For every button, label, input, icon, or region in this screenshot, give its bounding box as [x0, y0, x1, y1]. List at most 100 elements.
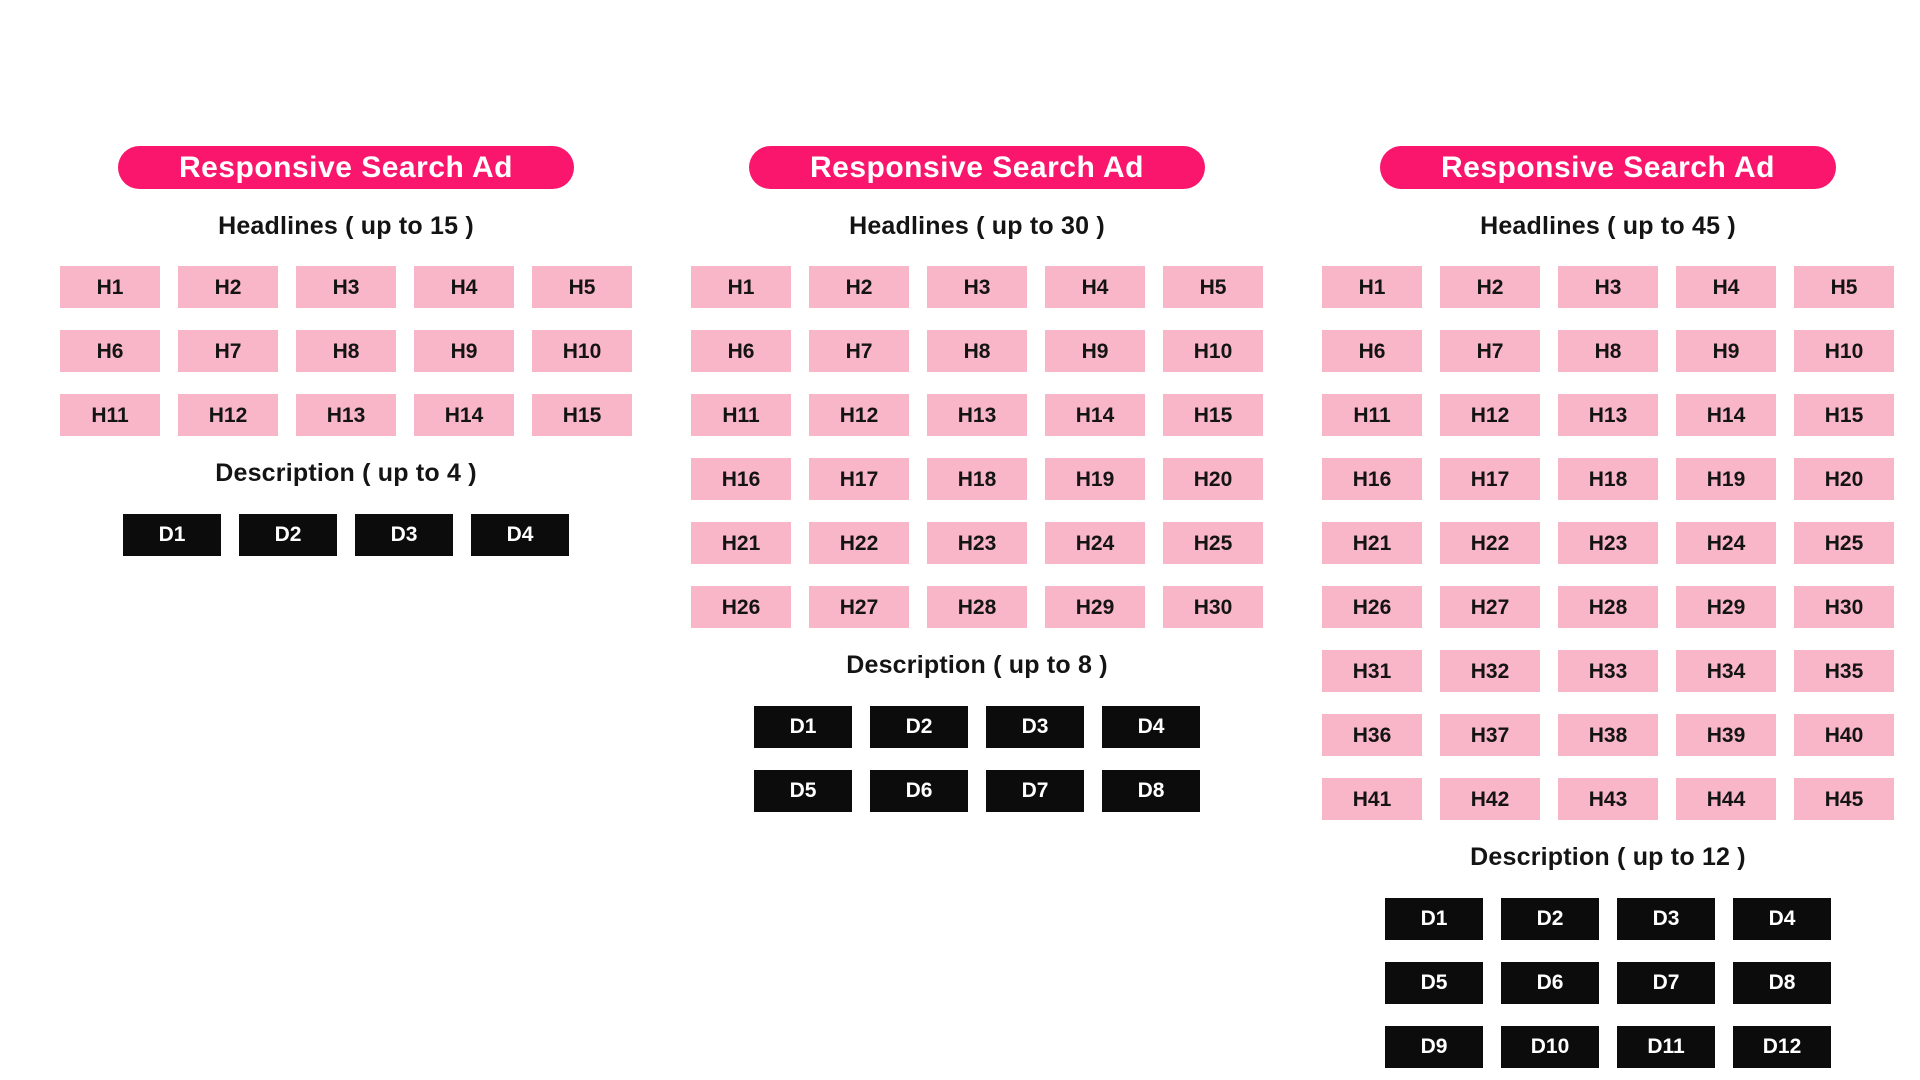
headline-box-h10: H10 — [532, 330, 632, 373]
headline-box-h19: H19 — [1045, 458, 1145, 501]
headline-box-h41: H41 — [1322, 778, 1422, 821]
headline-box-h5: H5 — [1163, 266, 1263, 309]
headline-box-h23: H23 — [927, 522, 1027, 565]
headline-box-h2: H2 — [178, 266, 278, 309]
headline-box-h3: H3 — [1558, 266, 1658, 309]
headlines-label: Headlines ( up to 45 ) — [1480, 212, 1736, 240]
headline-box-h7: H7 — [1440, 330, 1540, 373]
headline-box-h8: H8 — [296, 330, 396, 373]
headline-box-h2: H2 — [809, 266, 909, 309]
headline-box-h40: H40 — [1794, 714, 1894, 757]
headline-box-h20: H20 — [1794, 458, 1894, 501]
headline-box-h29: H29 — [1045, 586, 1145, 629]
headline-box-h30: H30 — [1163, 586, 1263, 629]
headline-box-h39: H39 — [1676, 714, 1776, 757]
description-box-d6: D6 — [870, 769, 968, 812]
description-box-d12: D12 — [1733, 1025, 1831, 1068]
headline-box-h11: H11 — [1322, 394, 1422, 437]
headline-box-h14: H14 — [414, 394, 514, 437]
description-box-d2: D2 — [239, 513, 337, 556]
description-box-d6: D6 — [1501, 961, 1599, 1004]
headline-box-h2: H2 — [1440, 266, 1540, 309]
headline-box-h4: H4 — [414, 266, 514, 309]
description-box-d7: D7 — [986, 769, 1084, 812]
headline-grid: H1 H2 H3 H4 H5 H6 H7 H8 H9 H10 H11 H12 H13 H14 H15 H16 H… — [1322, 266, 1894, 821]
headline-box-h27: H27 — [809, 586, 909, 629]
description-box-d4: D4 — [1733, 897, 1831, 940]
headline-box-h4: H4 — [1045, 266, 1145, 309]
headline-box-h12: H12 — [809, 394, 909, 437]
headline-box-h8: H8 — [927, 330, 1027, 373]
description-box-d1: D1 — [123, 513, 221, 556]
description-grid: D1 D2 D3 D4 D5 D6 D7 D8 D9 D10 D11 D12 — [1385, 897, 1831, 1068]
headline-box-h24: H24 — [1676, 522, 1776, 565]
headline-box-h19: H19 — [1676, 458, 1776, 501]
headline-box-h28: H28 — [1558, 586, 1658, 629]
headline-box-h13: H13 — [927, 394, 1027, 437]
card-title-pill: Responsive Search Ad — [118, 146, 574, 189]
description-box-d10: D10 — [1501, 1025, 1599, 1068]
headline-box-h1: H1 — [691, 266, 791, 309]
card-title: Responsive Search Ad — [178, 150, 513, 184]
description-box-d9: D9 — [1385, 1025, 1483, 1068]
headline-box-h14: H14 — [1045, 394, 1145, 437]
headline-box-h7: H7 — [809, 330, 909, 373]
headline-box-h21: H21 — [1322, 522, 1422, 565]
card-title-pill: Responsive Search Ad — [1380, 146, 1836, 189]
headline-box-h21: H21 — [691, 522, 791, 565]
headline-box-h4: H4 — [1676, 266, 1776, 309]
description-box-d2: D2 — [1501, 897, 1599, 940]
headline-box-h1: H1 — [60, 266, 160, 309]
rsa-card-1: Responsive Search Ad Headlines ( up to 1… — [57, 146, 635, 556]
rsa-card-2: Responsive Search Ad Headlines ( up to 3… — [688, 146, 1266, 812]
headline-box-h7: H7 — [178, 330, 278, 373]
card-title-pill: Responsive Search Ad — [749, 146, 1205, 189]
headline-box-h23: H23 — [1558, 522, 1658, 565]
description-box-d7: D7 — [1617, 961, 1715, 1004]
headline-box-h36: H36 — [1322, 714, 1422, 757]
headline-box-h18: H18 — [1558, 458, 1658, 501]
headline-box-h26: H26 — [691, 586, 791, 629]
description-box-d5: D5 — [1385, 961, 1483, 1004]
headline-box-h9: H9 — [414, 330, 514, 373]
headline-grid: H1 H2 H3 H4 H5 H6 H7 H8 H9 H10 H11 H12 H13 H14 H15 — [60, 266, 632, 437]
headline-box-h14: H14 — [1676, 394, 1776, 437]
headline-box-h20: H20 — [1163, 458, 1263, 501]
headlines-label: Headlines ( up to 30 ) — [849, 212, 1105, 240]
description-box-d3: D3 — [355, 513, 453, 556]
description-box-d2: D2 — [870, 705, 968, 748]
headline-box-h10: H10 — [1794, 330, 1894, 373]
headline-box-h3: H3 — [296, 266, 396, 309]
headline-box-h45: H45 — [1794, 778, 1894, 821]
description-box-d3: D3 — [986, 705, 1084, 748]
headline-box-h9: H9 — [1045, 330, 1145, 373]
description-label: Description ( up to 8 ) — [846, 651, 1108, 680]
headline-box-h24: H24 — [1045, 522, 1145, 565]
description-grid: D1 D2 D3 D4 — [123, 513, 569, 556]
headline-grid: H1 H2 H3 H4 H5 H6 H7 H8 H9 H10 H11 H12 H13 H14 H15 H16 H… — [691, 266, 1263, 629]
headline-box-h34: H34 — [1676, 650, 1776, 693]
description-label: Description ( up to 4 ) — [215, 459, 477, 488]
description-box-d1: D1 — [754, 705, 852, 748]
headline-box-h12: H12 — [178, 394, 278, 437]
description-box-d1: D1 — [1385, 897, 1483, 940]
headline-box-h13: H13 — [1558, 394, 1658, 437]
headline-box-h17: H17 — [809, 458, 909, 501]
headline-box-h5: H5 — [1794, 266, 1894, 309]
headline-box-h43: H43 — [1558, 778, 1658, 821]
headline-box-h6: H6 — [1322, 330, 1422, 373]
headline-box-h5: H5 — [532, 266, 632, 309]
description-box-d11: D11 — [1617, 1025, 1715, 1068]
card-title: Responsive Search Ad — [1440, 150, 1775, 184]
headline-box-h13: H13 — [296, 394, 396, 437]
headline-box-h30: H30 — [1794, 586, 1894, 629]
headline-box-h16: H16 — [691, 458, 791, 501]
headline-box-h15: H15 — [1794, 394, 1894, 437]
description-box-d4: D4 — [1102, 705, 1200, 748]
description-box-d5: D5 — [754, 769, 852, 812]
headline-box-h26: H26 — [1322, 586, 1422, 629]
headline-box-h11: H11 — [60, 394, 160, 437]
description-box-d8: D8 — [1102, 769, 1200, 812]
headline-box-h8: H8 — [1558, 330, 1658, 373]
